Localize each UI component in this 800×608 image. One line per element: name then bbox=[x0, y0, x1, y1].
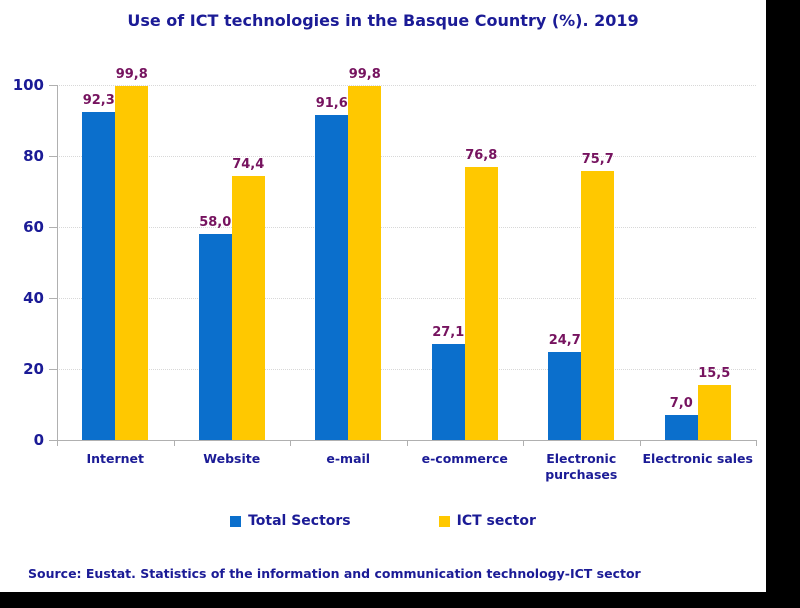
y-tick-label: 0 bbox=[33, 431, 44, 449]
bar-total-sectors bbox=[198, 234, 232, 440]
chart-canvas: Use of ICT technologies in the Basque Co… bbox=[0, 0, 766, 592]
value-label: 75,7 bbox=[581, 152, 614, 168]
legend-label-ict-sector: ICT sector bbox=[456, 513, 536, 529]
value-label: 15,5 bbox=[698, 365, 731, 381]
grid-line bbox=[57, 369, 756, 370]
bar-total-sectors bbox=[82, 112, 116, 440]
x-axis-tick bbox=[639, 440, 641, 446]
category-label: Website bbox=[203, 451, 261, 466]
y-tick-label: 60 bbox=[23, 218, 44, 236]
category-label: Internet bbox=[86, 451, 145, 466]
bar-ict-sector bbox=[231, 175, 265, 440]
y-tick-label: 20 bbox=[23, 360, 44, 378]
grid-line bbox=[57, 85, 756, 86]
value-label: 74,4 bbox=[232, 156, 265, 172]
bar-ict-sector bbox=[697, 384, 731, 440]
y-axis-tick bbox=[49, 440, 57, 441]
y-axis-tick bbox=[49, 369, 57, 370]
value-label: 92,3 bbox=[82, 93, 115, 109]
y-axis bbox=[57, 85, 58, 440]
bar-total-sectors bbox=[664, 415, 698, 440]
grid-line bbox=[57, 298, 756, 299]
y-tick-label: 80 bbox=[23, 147, 44, 165]
y-axis-tick bbox=[49, 298, 57, 299]
value-label: 99,8 bbox=[348, 66, 381, 82]
plot-area: 0 20 40 60 80 100 92,3 99,8 Internet 58,0 74,4 Webs… bbox=[12, 66, 757, 482]
value-label: 7,0 bbox=[669, 396, 693, 412]
value-label: 76,8 bbox=[465, 148, 498, 164]
y-tick-label: 100 bbox=[12, 76, 44, 94]
bar-ict-sector bbox=[115, 85, 149, 440]
x-axis-tick bbox=[290, 440, 291, 446]
legend: Total Sectors ICT sector bbox=[0, 513, 766, 529]
value-label: 27,1 bbox=[432, 324, 465, 340]
y-axis-tick bbox=[49, 156, 57, 157]
x-axis-tick bbox=[57, 440, 58, 446]
value-label: 24,7 bbox=[548, 333, 581, 349]
category-label: Electronic sales bbox=[642, 451, 753, 466]
y-axis-tick bbox=[49, 85, 57, 86]
chart-title: Use of ICT technologies in the Basque Co… bbox=[127, 11, 639, 30]
bar-ict-sector bbox=[581, 171, 615, 440]
ict-sector-swatch-icon bbox=[438, 515, 450, 527]
y-tick-label: 40 bbox=[23, 289, 44, 307]
source-note: Source: Eustat. Statistics of the inform… bbox=[28, 566, 641, 581]
total-sectors-swatch-icon bbox=[230, 515, 242, 527]
category-label: Electronic purchases bbox=[545, 451, 618, 482]
grid-line bbox=[57, 156, 756, 157]
x-axis-tick bbox=[756, 440, 757, 446]
bar-total-sectors bbox=[315, 114, 349, 440]
grid-line bbox=[57, 227, 756, 228]
legend-label-total-sectors: Total Sectors bbox=[248, 513, 351, 529]
legend-item-ict-sector: ICT sector bbox=[438, 513, 536, 529]
bar-ict-sector bbox=[464, 167, 498, 440]
bar-ict-sector bbox=[348, 85, 382, 440]
value-label: 91,6 bbox=[315, 95, 348, 111]
value-label: 58,0 bbox=[199, 215, 232, 231]
category-label: e-commerce bbox=[421, 451, 508, 466]
y-axis-tick bbox=[49, 227, 57, 228]
bar-total-sectors bbox=[548, 352, 582, 440]
value-label: 99,8 bbox=[115, 66, 148, 82]
x-axis-tick bbox=[173, 440, 175, 446]
x-axis-tick bbox=[406, 440, 408, 446]
category-label: e-mail bbox=[326, 451, 371, 466]
x-axis-tick bbox=[523, 440, 524, 446]
legend-item-total-sectors: Total Sectors bbox=[230, 513, 351, 529]
bar-total-sectors bbox=[431, 343, 465, 440]
